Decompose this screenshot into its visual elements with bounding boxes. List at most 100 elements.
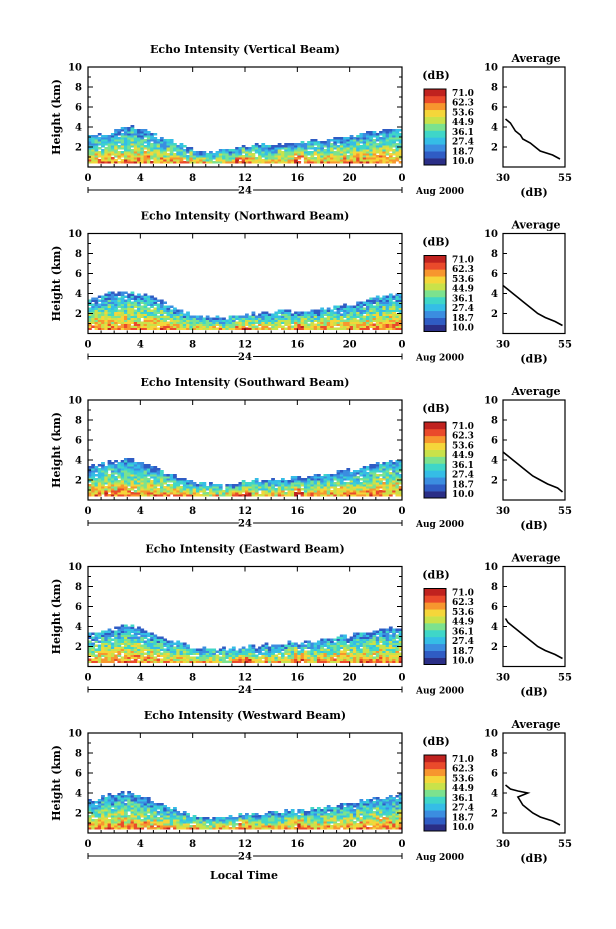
heatmap-cell: [382, 628, 387, 631]
heatmap-cell: [107, 466, 112, 469]
heatmap-cell: [336, 145, 341, 148]
heatmap-cell: [251, 317, 256, 320]
heatmap-cell: [362, 642, 367, 645]
heatmap-cell: [307, 482, 311, 485]
panel-2: Echo Intensity (Northward Beam)246810Hei…: [50, 210, 572, 366]
heatmap-cell: [343, 321, 347, 324]
heatmap-cell: [110, 825, 115, 828]
heatmap-cell: [258, 650, 262, 653]
heatmap-cell: [140, 153, 145, 156]
heatmap-cell: [97, 472, 102, 475]
heatmap-cell: [238, 654, 243, 657]
heatmap-cell: [316, 325, 321, 328]
heatmap-cell: [218, 648, 223, 651]
heatmap-cell: [153, 299, 158, 302]
heatmap-cell: [284, 482, 289, 485]
heatmap-cell: [326, 484, 331, 487]
heatmap-cell: [343, 149, 347, 152]
heatmap-cell: [398, 147, 403, 150]
heatmap-cell: [117, 646, 122, 649]
heatmap-cell: [107, 293, 112, 296]
heatmap-cell: [91, 492, 96, 495]
heatmap-cell: [277, 151, 282, 154]
heatmap-cell: [101, 307, 105, 310]
heatmap-cell: [101, 817, 105, 820]
heatmap-cell: [382, 301, 387, 304]
heatmap-cell: [101, 632, 105, 635]
heatmap-cell: [382, 464, 387, 467]
heatmap-cell: [107, 147, 112, 150]
heatmap-cell: [343, 474, 347, 477]
heatmap-cell: [159, 474, 164, 477]
average-x-label: (dB): [520, 353, 547, 366]
heatmap-cell: [316, 155, 321, 158]
heatmap-cell: [166, 658, 171, 661]
average-profile-line: [502, 284, 563, 327]
heatmap-cell: [379, 315, 383, 318]
heatmap-cell: [267, 313, 272, 316]
heatmap-cell: [166, 640, 171, 643]
heatmap-cell: [254, 147, 259, 150]
heatmap-cell: [130, 307, 135, 310]
heatmap-cell: [114, 654, 118, 657]
heatmap-cell: [117, 813, 122, 816]
heatmap-cell: [228, 159, 233, 162]
heatmap-cell: [104, 642, 109, 645]
heatmap-cell: [186, 147, 190, 150]
heatmap-cell: [352, 648, 357, 651]
heatmap-cell: [137, 638, 141, 641]
heatmap-cell: [366, 301, 370, 304]
heatmap-cell: [323, 482, 328, 485]
heatmap-cell: [133, 472, 138, 475]
heatmap-cell: [267, 654, 272, 657]
heatmap-cell: [336, 137, 341, 140]
heatmap-cell: [271, 656, 275, 659]
heatmap-cell: [258, 658, 262, 661]
heatmap-cell: [94, 137, 99, 140]
heatmap-cell: [274, 155, 279, 158]
heatmap-cell: [123, 133, 128, 136]
heatmap-cell: [349, 648, 354, 651]
heatmap-cell: [372, 299, 377, 302]
heatmap-cell: [88, 145, 92, 148]
heatmap-cell: [101, 301, 105, 304]
heatmap-cell: [375, 327, 380, 330]
heatmap-cell: [159, 654, 164, 657]
heatmap-cell: [117, 299, 122, 302]
colorbar-unit: (dB): [422, 402, 449, 415]
heatmap-cell: [294, 325, 298, 328]
heatmap-cell: [388, 325, 393, 328]
heatmap-cell: [117, 660, 122, 663]
heatmap-cell: [91, 149, 96, 152]
heatmap-cell: [114, 650, 118, 653]
heatmap-cell: [225, 153, 230, 156]
colorbar-swatch: [424, 109, 446, 117]
heatmap-cell: [94, 490, 99, 493]
heatmap-cell: [382, 309, 387, 312]
heatmap-cell: [258, 149, 262, 152]
heatmap-cell: [336, 646, 341, 649]
heatmap-cell: [287, 313, 292, 316]
heatmap-cell: [238, 652, 243, 655]
heatmap-cell: [392, 145, 396, 148]
heatmap-cell: [153, 313, 158, 316]
heatmap-cell: [326, 145, 331, 148]
heatmap-cell: [320, 145, 324, 148]
heatmap-cell: [379, 309, 383, 312]
colorbar-swatch: [424, 456, 446, 464]
heatmap-cell: [395, 139, 400, 142]
heatmap-cell: [284, 486, 289, 489]
heatmap-cell: [107, 307, 112, 310]
heatmap-cell: [343, 147, 347, 150]
heatmap-cell: [179, 311, 184, 314]
heatmap-cell: [300, 151, 305, 154]
colorbar-swatch: [424, 102, 446, 111]
heatmap-cell: [176, 323, 181, 326]
heatmap-cell: [114, 642, 118, 645]
heatmap-cell: [120, 630, 125, 633]
heatmap-cell: [88, 155, 92, 158]
heatmap-cell: [179, 648, 184, 651]
heatmap-cell: [346, 474, 351, 477]
heatmap-cell: [330, 638, 334, 641]
heatmap-cell: [398, 309, 403, 312]
